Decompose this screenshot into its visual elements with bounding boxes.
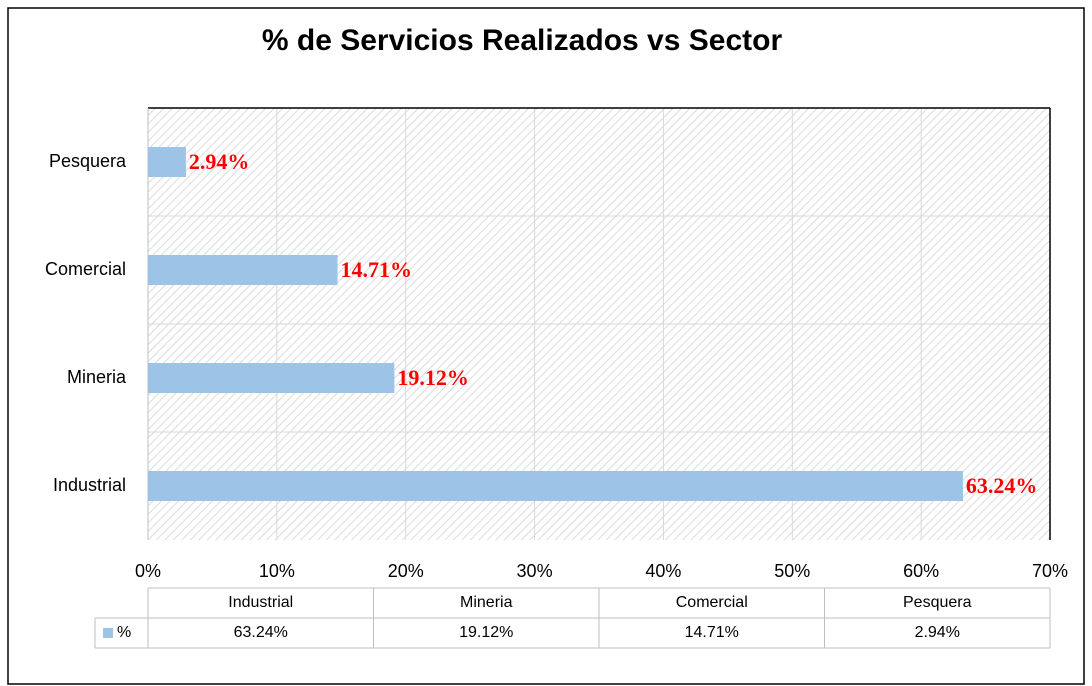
- table-cell: 2.94%: [915, 624, 960, 641]
- table-cell: 63.24%: [234, 624, 288, 641]
- table-cell: 19.12%: [459, 624, 513, 641]
- value-label: 63.24%: [966, 473, 1038, 498]
- bar: [148, 471, 963, 501]
- table-header: Pesquera: [903, 594, 972, 611]
- x-tick-label: 0%: [135, 561, 161, 581]
- bar: [148, 363, 395, 393]
- x-tick-label: 70%: [1032, 561, 1068, 581]
- table-header: Comercial: [676, 594, 748, 611]
- x-tick-label: 40%: [645, 561, 681, 581]
- y-tick-label: Comercial: [45, 259, 126, 279]
- table-header: Industrial: [228, 594, 293, 611]
- table-header: Mineria: [460, 594, 513, 611]
- x-tick-label: 60%: [903, 561, 939, 581]
- y-tick-label: Pesquera: [49, 151, 127, 171]
- y-tick-label: Mineria: [67, 367, 127, 387]
- value-label: 2.94%: [189, 149, 250, 174]
- y-tick-label: Industrial: [53, 475, 126, 495]
- x-tick-label: 30%: [517, 561, 553, 581]
- x-tick-label: 10%: [259, 561, 295, 581]
- chart-title: % de Servicios Realizados vs Sector: [262, 24, 783, 57]
- bar: [148, 255, 338, 285]
- x-tick-label: 20%: [388, 561, 424, 581]
- bar: [148, 147, 186, 177]
- value-label: 19.12%: [397, 365, 469, 390]
- legend-key: [103, 628, 113, 638]
- value-label: 14.71%: [341, 257, 413, 282]
- table-cell: 14.71%: [685, 624, 739, 641]
- x-tick-label: 50%: [774, 561, 810, 581]
- legend-label: %: [117, 624, 131, 641]
